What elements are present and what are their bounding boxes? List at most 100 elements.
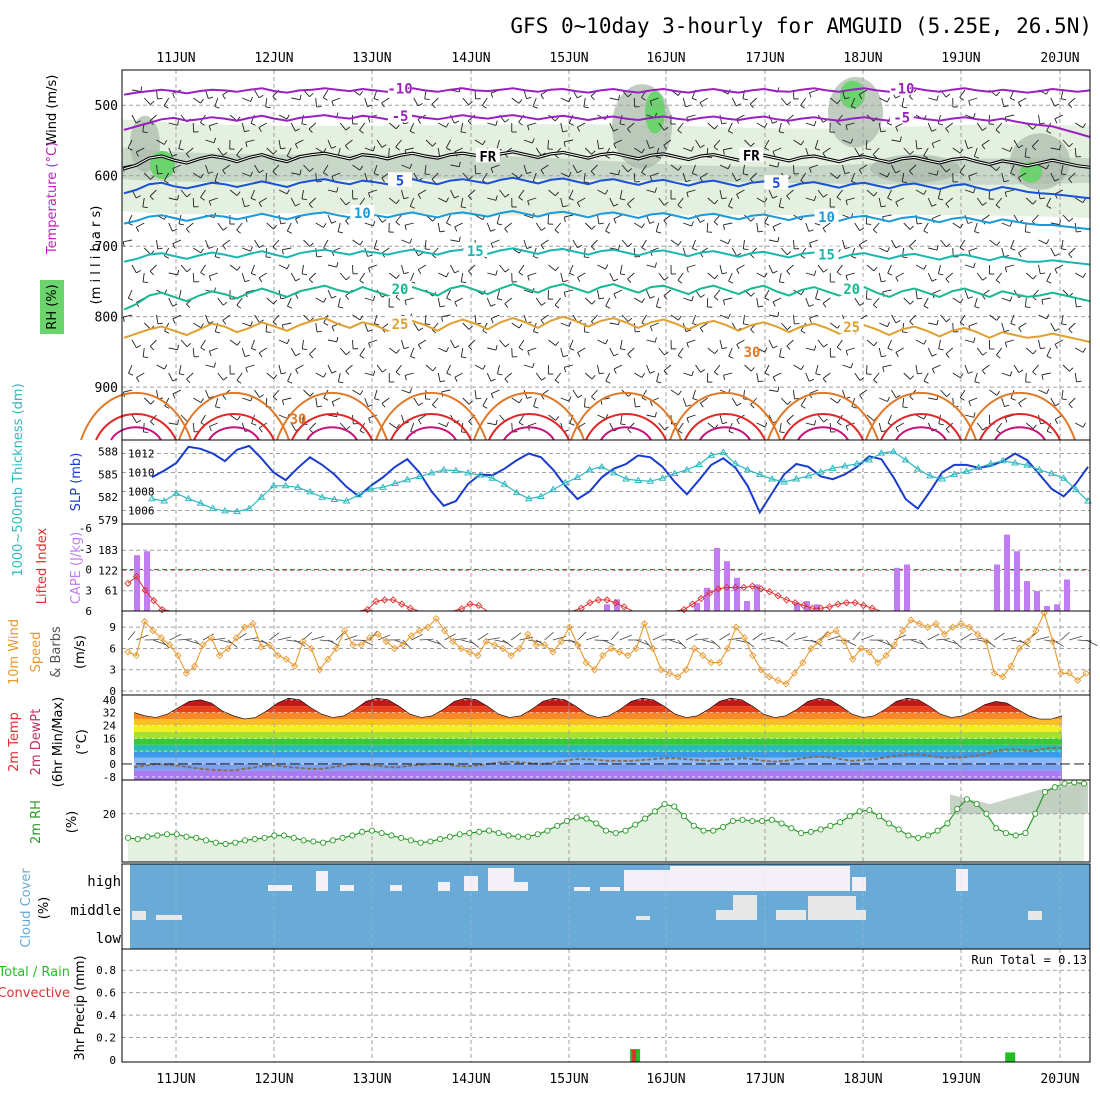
hot-isotherm-arch [700, 427, 750, 440]
rh2m-marker [350, 833, 355, 838]
wind-barb [150, 265, 156, 271]
wind-barb-flag [983, 352, 987, 355]
wind-barb-flag [974, 263, 975, 268]
rh2m-marker [691, 823, 696, 828]
wind-barb [461, 640, 474, 643]
wind-barb-flag [519, 423, 523, 426]
wind-barb-flag [432, 405, 436, 408]
wind-barb-flag [801, 256, 805, 259]
wind-barb-flag [628, 429, 631, 433]
wind-barb-flag [505, 119, 509, 122]
wind-barb [657, 373, 659, 382]
wind-tick-label: 6 [109, 642, 116, 655]
cape-bar [1064, 579, 1070, 611]
wind-barb [411, 348, 414, 356]
wind-barb [468, 265, 475, 271]
wind-barb-flag [446, 223, 450, 225]
rh2m-marker [867, 808, 872, 813]
wind-barb [873, 298, 879, 305]
wind-barb-flag [851, 363, 853, 368]
wind-barb [924, 373, 928, 381]
wind-barb-flag [201, 99, 204, 103]
wind-barb-flag [483, 331, 487, 334]
wind-barb [461, 273, 463, 282]
rh2m-marker [945, 821, 950, 826]
wind-barb [938, 265, 940, 274]
wind-barb-flag [692, 248, 697, 250]
rh2m-marker [360, 829, 365, 834]
wind-barb [206, 365, 215, 367]
wind-barb [512, 98, 519, 103]
rh2m-marker [984, 811, 989, 816]
wind-barb-flag [801, 365, 804, 369]
wind-barb [830, 323, 837, 328]
wind-barb [181, 340, 187, 347]
wind-barb-flag [932, 354, 937, 356]
wind-barb-flag [837, 347, 841, 350]
hot-isotherm-arch [896, 427, 946, 440]
rh2m-marker [720, 824, 725, 829]
wind-barb [769, 390, 778, 392]
wind-barb [969, 323, 977, 326]
wind-barb-flag [773, 346, 777, 348]
wind-barb-flag [750, 254, 754, 258]
wind-barb-flag [837, 272, 841, 275]
wind-barb-flag [939, 424, 944, 425]
wind-barb [144, 248, 150, 254]
wind-barb-flag [396, 349, 399, 353]
wind-barb [1026, 348, 1033, 354]
wind-barb [996, 273, 1002, 280]
wind-barb [879, 248, 887, 252]
wind-barb-flag [541, 95, 544, 99]
wind-barb [606, 373, 610, 381]
wind-barb-flag [678, 355, 682, 358]
wind-barb-flag [814, 121, 816, 126]
rh2m-marker [1072, 780, 1077, 785]
wind-barb-flag [496, 420, 497, 425]
wind-barb-flag [360, 241, 363, 245]
rh2m-marker [838, 820, 843, 825]
wind-barb-flag [635, 331, 640, 332]
wind-barb-flag [714, 222, 718, 225]
wind-barb-flag [737, 345, 740, 349]
wind-barb-flag [655, 337, 656, 342]
wind-barb-flag [809, 93, 811, 98]
wind-barb [634, 373, 642, 378]
wind-barb-flag [779, 282, 784, 283]
wind-barb-flag [946, 429, 949, 433]
wind-barb [843, 240, 845, 249]
wind-barb [757, 298, 758, 307]
wind-barb [150, 340, 156, 346]
wind-barb [282, 323, 291, 325]
wind-barb [143, 273, 144, 282]
wind-barb-flag [621, 424, 626, 425]
wind-barb [128, 290, 132, 298]
wind-barb-flag [824, 344, 828, 347]
wind-barb [279, 365, 281, 374]
wind-barb [806, 423, 815, 425]
wind-barb-flag [187, 269, 191, 272]
wind-barb [1075, 373, 1076, 382]
wind-barb [201, 415, 206, 423]
wind-barb [806, 273, 815, 275]
cape-tick-label: 183 [98, 544, 118, 557]
hot-isotherm-arch [571, 393, 681, 440]
wind-barb [279, 215, 281, 224]
wind-barb-flag [382, 220, 386, 223]
wind-barb-flag [346, 371, 349, 375]
wind-barb [309, 423, 315, 429]
wind-barb [259, 348, 267, 353]
wind-barb [653, 635, 665, 640]
wind-barb [332, 98, 340, 101]
wind-barb [818, 340, 824, 347]
rh2m-marker [877, 814, 882, 819]
precip-total-label: Total / Rain [0, 965, 70, 980]
wind-barb [1002, 298, 1010, 301]
precip-tick-label: 0 [109, 1054, 116, 1067]
cape-bar [1014, 551, 1020, 611]
wind-barb [255, 90, 260, 98]
wind10m-axis-title-1: 10m Wind [7, 619, 22, 685]
wind-barb [206, 390, 209, 398]
